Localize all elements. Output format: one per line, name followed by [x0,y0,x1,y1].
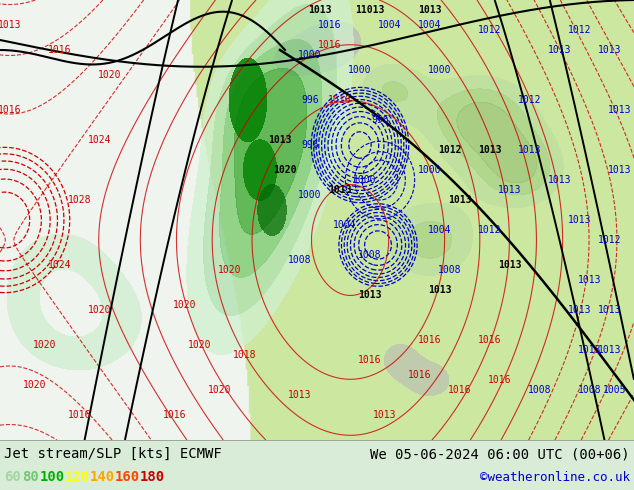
Text: 1016: 1016 [408,370,432,380]
Text: 1020: 1020 [23,380,47,390]
Text: 1012: 1012 [438,145,462,155]
Text: 1000: 1000 [348,65,372,75]
Text: 1013: 1013 [478,145,501,155]
Text: 120: 120 [65,470,90,484]
Text: 1012: 1012 [478,25,501,35]
Text: 1013: 1013 [598,305,622,315]
Text: 1016: 1016 [448,385,472,395]
Text: 1000: 1000 [353,175,377,185]
Text: 1008: 1008 [578,385,602,395]
Text: 996: 996 [301,140,319,150]
Text: 1013: 1013 [578,345,602,355]
Text: 80: 80 [22,470,39,484]
Text: 11013: 11013 [355,5,385,15]
Text: 1020: 1020 [88,305,112,315]
Text: 1013: 1013 [308,5,332,15]
Text: 1005: 1005 [603,385,627,395]
Text: 1016: 1016 [163,410,187,420]
Text: 60: 60 [4,470,21,484]
Text: 1018: 1018 [233,350,257,360]
Text: 160: 160 [115,470,140,484]
Text: Jet stream/SLP [kts] ECMWF: Jet stream/SLP [kts] ECMWF [4,447,222,461]
Text: 1013: 1013 [598,45,622,55]
Text: 1013: 1013 [548,175,572,185]
Text: 1013: 1013 [268,135,292,145]
Text: 1000: 1000 [428,65,452,75]
Text: ©weatheronline.co.uk: ©weatheronline.co.uk [480,470,630,484]
Text: 1004: 1004 [418,20,442,30]
Text: 1013: 1013 [608,105,631,115]
Text: 1020: 1020 [173,300,197,310]
Text: 996: 996 [301,95,319,105]
Text: 1013: 1013 [548,45,572,55]
Text: 1013: 1013 [568,305,592,315]
Text: 100: 100 [40,470,65,484]
Text: 1013: 1013 [518,145,541,155]
Text: 1016: 1016 [418,335,442,345]
Text: 1013: 1013 [448,195,472,205]
Text: 1013: 1013 [498,260,522,270]
Text: 1013: 1013 [0,20,22,30]
Text: 1008: 1008 [438,265,462,275]
Text: 1004: 1004 [333,220,357,230]
Text: 1004: 1004 [428,225,452,235]
Text: 1012: 1012 [518,95,541,105]
Text: 1008: 1008 [358,250,382,260]
Text: 1008: 1008 [528,385,552,395]
Text: 1012: 1012 [598,235,622,245]
Text: 1020: 1020 [273,165,297,175]
Text: 1013: 1013 [498,185,522,195]
Text: 1016: 1016 [68,410,92,420]
Text: 1020: 1020 [188,340,212,350]
Text: 1016: 1016 [358,355,382,365]
Text: 1013: 1013 [288,390,312,400]
Text: 1013: 1013 [358,290,382,300]
Text: 1020: 1020 [208,385,232,395]
Text: 1016: 1016 [478,335,501,345]
Text: 1016: 1016 [48,45,72,55]
Text: 1016: 1016 [488,375,512,385]
Text: 180: 180 [140,470,165,484]
Text: We 05-06-2024 06:00 UTC (00+06): We 05-06-2024 06:00 UTC (00+06) [370,447,630,461]
Text: 1013: 1013 [578,275,602,285]
Text: 996: 996 [371,115,389,125]
Text: 1013: 1013 [568,215,592,225]
Text: 1013: 1013 [418,5,442,15]
Text: 1024: 1024 [88,135,112,145]
Text: 1004: 1004 [378,20,402,30]
Text: 1000: 1000 [298,50,321,60]
Text: 1028: 1028 [68,195,92,205]
Text: 1024: 1024 [48,260,72,270]
Text: 1020: 1020 [218,265,242,275]
Text: 1020: 1020 [98,70,122,80]
Text: 1016: 1016 [318,40,342,50]
Text: 1013: 1013 [608,165,631,175]
Text: 1012: 1012 [568,25,592,35]
Text: 1013: 1013 [373,410,397,420]
Text: 1000: 1000 [418,165,442,175]
Text: 1012: 1012 [478,225,501,235]
Text: 1020: 1020 [33,340,57,350]
Text: 1013: 1013 [328,185,352,195]
Text: 1016: 1016 [0,105,22,115]
Text: 1000: 1000 [298,190,321,200]
Text: 1008: 1008 [288,255,312,265]
Text: 1016: 1016 [328,95,352,105]
Text: 1013: 1013 [428,285,452,295]
Text: 1013: 1013 [598,345,622,355]
Text: 140: 140 [90,470,115,484]
Text: 1016: 1016 [318,20,342,30]
